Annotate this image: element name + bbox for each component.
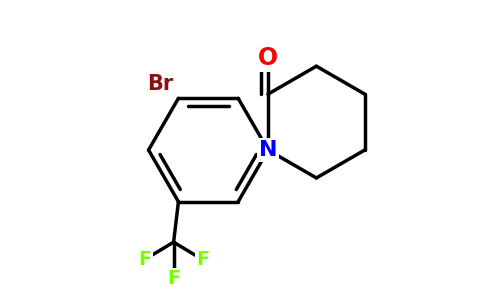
Text: F: F (138, 250, 151, 269)
Text: F: F (196, 250, 209, 269)
Text: O: O (258, 46, 278, 70)
Text: F: F (167, 269, 180, 288)
Text: Br: Br (147, 74, 174, 94)
Text: N: N (259, 140, 277, 160)
